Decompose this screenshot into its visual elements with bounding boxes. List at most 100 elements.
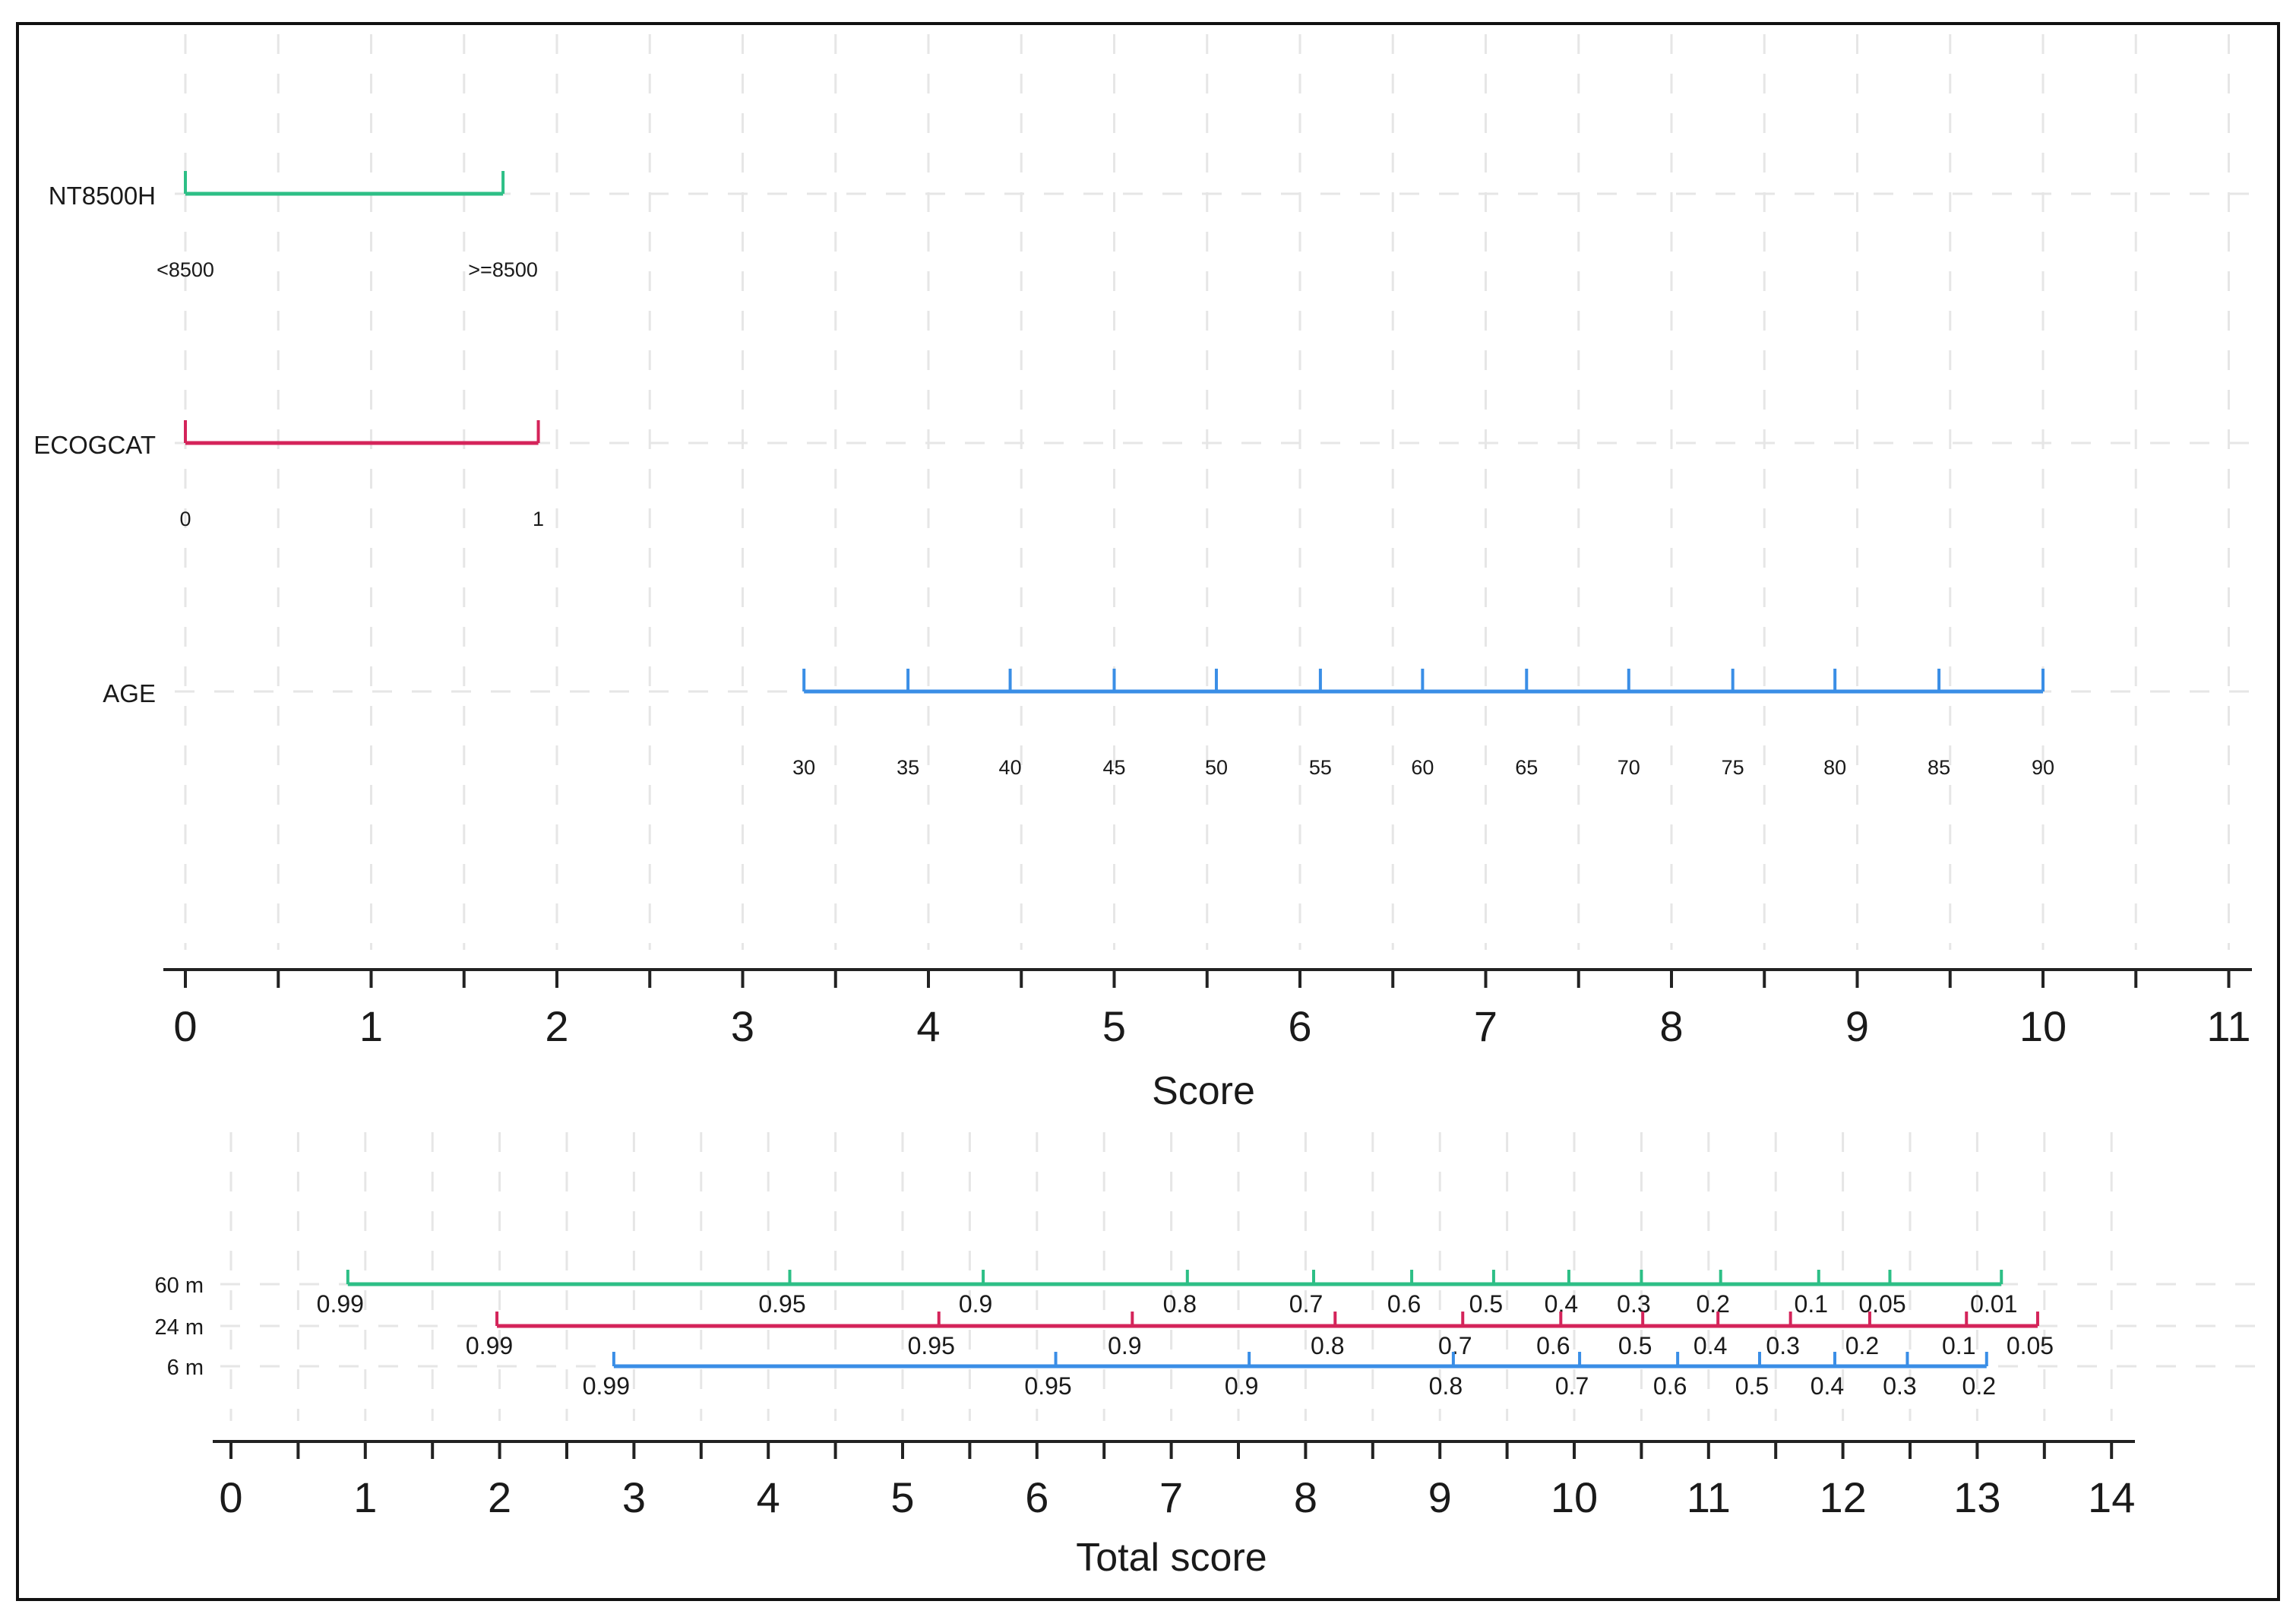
axis-tick-label: 0	[219, 1473, 242, 1521]
axis-tick-label: 10	[1551, 1473, 1598, 1521]
probability-label: 0.4	[1694, 1332, 1727, 1359]
probability-label: 0.1	[1942, 1332, 1975, 1359]
axis-tick-label: 8	[1659, 1002, 1683, 1050]
axis-tick-label: 2	[488, 1473, 511, 1521]
probability-label: 0.1	[1795, 1290, 1828, 1318]
probability-label: 0.95	[908, 1332, 955, 1359]
probability-label: 0.95	[1024, 1372, 1071, 1400]
probability-label: 0.6	[1536, 1332, 1570, 1359]
scale-tick-label: 75	[1722, 756, 1744, 779]
probability-label: 0.6	[1387, 1290, 1421, 1318]
scale-tick-label: 55	[1309, 756, 1332, 779]
axis-tick-label: 12	[1819, 1473, 1866, 1521]
probability-label: 0.7	[1438, 1332, 1472, 1359]
series-label: 6 m	[167, 1356, 204, 1380]
score-axis: 0 1 2 3 4 5 6 7 8 9 10 11	[163, 968, 2252, 1050]
axis-tick-label: 13	[1953, 1473, 2000, 1521]
variable-ecogcat: ECOGCAT 0 1	[33, 420, 544, 530]
probability-label: 0.01	[1970, 1290, 2017, 1318]
axis-tick-label: 11	[2206, 1002, 2250, 1050]
probability-label: 0.5	[1469, 1290, 1503, 1318]
scale-tick-label: 45	[1102, 756, 1125, 779]
probability-label: 0.2	[1962, 1372, 1996, 1400]
axis-tick-label: 11	[1687, 1473, 1731, 1521]
variable-label: ECOGCAT	[33, 431, 156, 459]
axis-tick-label: 5	[1102, 1002, 1126, 1050]
probability-label: 0.99	[466, 1332, 513, 1359]
axis-tick-label: 7	[1474, 1002, 1497, 1050]
survival-panel: 60 m0.99 0.95 0.9 0.8 0.7 0.6 0.5 0.4 0.3 0.2 0.1 0…	[155, 1132, 2260, 1580]
probability-label: 0.99	[317, 1290, 364, 1318]
probability-label: 0.05	[1858, 1290, 1905, 1318]
probability-label: 0.7	[1555, 1372, 1589, 1400]
probability-label: 0.9	[1225, 1372, 1258, 1400]
scale-tick-label: 80	[1823, 756, 1846, 779]
axis-tick-label: 6	[1288, 1002, 1311, 1050]
scale-tick-label: <8500	[157, 258, 214, 281]
scale-tick-label: >=8500	[468, 258, 538, 281]
probability-label: 0.95	[758, 1290, 805, 1318]
probability-label: 0.8	[1311, 1332, 1344, 1359]
axis-tick-label: 1	[353, 1473, 377, 1521]
axis-tick-label: 9	[1428, 1473, 1452, 1521]
axis-tick-label: 3	[731, 1002, 754, 1050]
figure-border	[16, 22, 2280, 1601]
probability-label: 0.3	[1766, 1332, 1799, 1359]
variable-label: NT8500H	[49, 182, 156, 210]
axis-tick-label: 7	[1159, 1473, 1183, 1521]
axis-tick-label: 9	[1845, 1002, 1869, 1050]
axis-tick-label: 14	[2088, 1473, 2135, 1521]
probability-label: 0.9	[959, 1290, 992, 1318]
probability-label: 0.2	[1845, 1332, 1879, 1359]
axis-tick-label: 6	[1025, 1473, 1048, 1521]
scale-tick-label: 90	[2032, 756, 2054, 779]
probability-label: 0.3	[1617, 1290, 1650, 1318]
axis-tick-label: 2	[545, 1002, 568, 1050]
axis-tick-label: 0	[173, 1002, 197, 1050]
scale-tick-label: 30	[792, 756, 815, 779]
probability-label: 0.99	[583, 1372, 630, 1400]
series-6-m: 6 m 0.99 0.95 0.9 0.8 0.7 0.6 0.5 0.4 0.3 0.2	[167, 1352, 1996, 1400]
variable-age: AGE 30 35 40 45 50 55 60 65 70 75 80 85 90	[103, 669, 2054, 779]
axis-tick-label: 3	[622, 1473, 646, 1521]
axis-tick-label: 4	[757, 1473, 780, 1521]
score-axis-title: Score	[1152, 1069, 1255, 1113]
variable-scales: NT8500H <8500 >=8500 ECOGCAT 0 1 AGE 30 35 40 45 50…	[33, 171, 2054, 779]
scale-tick-label: 1	[533, 508, 544, 530]
scale-tick-label: 0	[179, 508, 191, 530]
probability-label: 0.5	[1735, 1372, 1769, 1400]
variable-label: AGE	[103, 679, 156, 707]
series-60-m: 60 m0.99 0.95 0.9 0.8 0.7 0.6 0.5 0.4 0.3 0.2 0.1 0…	[155, 1270, 2017, 1318]
series-24-m: 24 m 0.99 0.95 0.9 0.8 0.7 0.6 0.5 0.4 0.3 0.2 0.1 0…	[155, 1312, 2054, 1359]
survival-scales: 60 m0.99 0.95 0.9 0.8 0.7 0.6 0.5 0.4 0.3 0.2 0.1 0…	[155, 1270, 2054, 1400]
axis-tick-label: 10	[2019, 1002, 2067, 1050]
axis-tick-label: 1	[359, 1002, 383, 1050]
series-label: 60 m	[155, 1274, 204, 1298]
scale-tick-label: 50	[1205, 756, 1228, 779]
probability-label: 0.7	[1289, 1290, 1323, 1318]
axis-tick-label: 8	[1294, 1473, 1317, 1521]
probability-label: 0.8	[1163, 1290, 1197, 1318]
probability-label: 0.8	[1429, 1372, 1463, 1400]
scale-tick-label: 60	[1411, 756, 1434, 779]
probability-label: 0.05	[2007, 1332, 2054, 1359]
variable-nt8500h: NT8500H <8500 >=8500	[49, 171, 538, 281]
scale-tick-label: 65	[1515, 756, 1538, 779]
probability-label: 0.9	[1108, 1332, 1141, 1359]
probability-label: 0.6	[1653, 1372, 1687, 1400]
axis-tick-label: 4	[916, 1002, 940, 1050]
scale-tick-label: 70	[1618, 756, 1640, 779]
probability-label: 0.4	[1811, 1372, 1844, 1400]
probability-label: 0.2	[1696, 1290, 1729, 1318]
total-score-axis-title: Total score	[1076, 1536, 1267, 1580]
series-label: 24 m	[155, 1315, 204, 1340]
axis-tick-label: 5	[890, 1473, 914, 1521]
probability-label: 0.3	[1883, 1372, 1916, 1400]
scale-tick-label: 40	[999, 756, 1022, 779]
scale-tick-label: 35	[897, 756, 919, 779]
total-score-axis: 0 1 2 3 4 5 6 7 8 9 10 11 12 13 14	[213, 1440, 2135, 1521]
probability-label: 0.5	[1618, 1332, 1652, 1359]
scale-tick-label: 85	[1928, 756, 1950, 779]
